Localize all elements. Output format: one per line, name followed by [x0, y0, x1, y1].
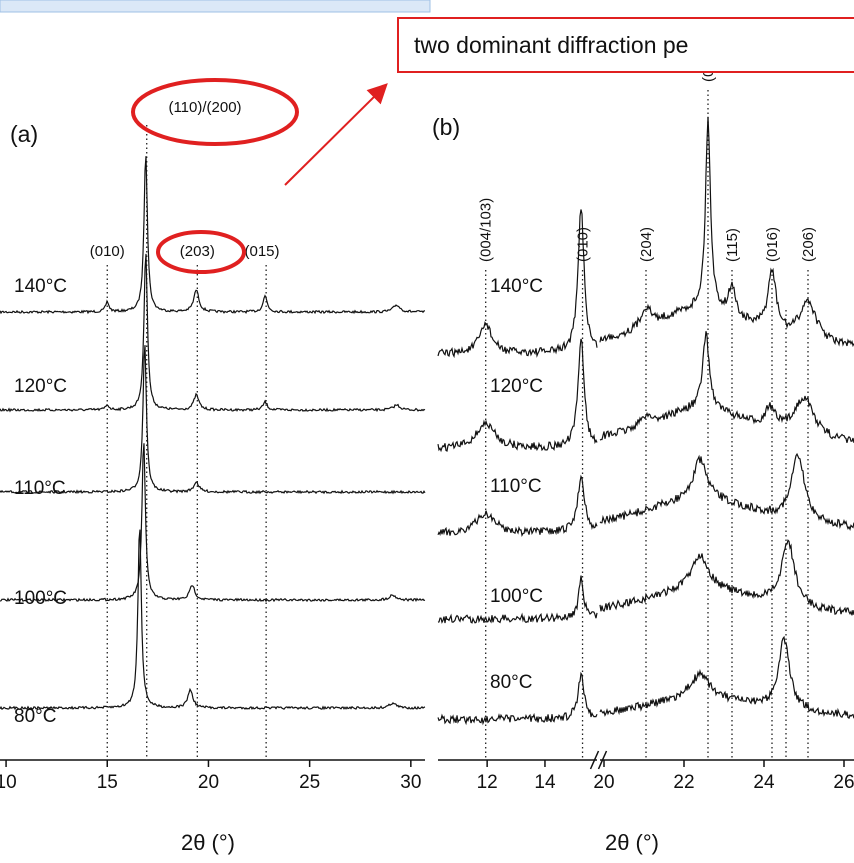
xrd-pattern: [437, 116, 854, 359]
axis-break: [597, 750, 608, 770]
reflection-label: (110)/(200): [168, 99, 241, 116]
x-tick-label: 12: [477, 772, 498, 793]
axis-title: 2θ (°): [605, 830, 659, 855]
reflection-label: (206): [800, 227, 817, 262]
xrd-pattern: [437, 331, 854, 453]
temperature-label: 80°C: [14, 706, 56, 727]
reflection-label: (004/103): [478, 198, 495, 262]
x-tick-label: 25: [299, 772, 320, 793]
reflection-label: (115): [724, 228, 741, 262]
xrd-pattern: [0, 156, 426, 315]
axis-break: [589, 750, 600, 770]
annotation-text: two dominant diffraction pe: [414, 32, 688, 58]
temperature-label: 120°C: [490, 376, 543, 397]
temperature-label: 140°C: [490, 276, 543, 297]
temperature-label: 100°C: [14, 588, 67, 609]
temperature-label: 120°C: [14, 376, 67, 397]
xrd-pattern: [437, 635, 854, 726]
x-tick-label: 10: [0, 772, 17, 793]
top-strip: [0, 0, 431, 13]
x-tick-label: 14: [534, 772, 556, 793]
highlight-ellipse: [131, 78, 299, 146]
xrd-pattern: [0, 345, 426, 495]
temperature-label: 110°C: [490, 476, 542, 497]
panel-label: (a): [10, 121, 38, 147]
reflection-label: (203): [180, 243, 215, 260]
plots: 10 15 20 25 30 (010) (110)/(200) (203) (015) 140°…: [0, 47, 854, 793]
temperature-label: 100°C: [490, 586, 543, 607]
x-tick-label: 20: [198, 772, 219, 793]
x-tick-label: 24: [753, 772, 775, 793]
xrd-pattern: [0, 443, 426, 603]
xrd-pattern: [437, 452, 854, 537]
x-tick-label: 20: [593, 772, 614, 793]
temperature-label: 140°C: [14, 276, 67, 297]
temperature-label: 80°C: [490, 672, 532, 693]
temperature-label: 110°C: [14, 478, 66, 499]
annotation-arrow: [284, 83, 388, 186]
highlight-ellipse: [156, 230, 246, 274]
x-tick-label: 15: [97, 772, 118, 793]
xrd-pattern: [0, 253, 426, 413]
x-tick-label: 22: [673, 772, 694, 793]
reflection-label: (016): [764, 227, 781, 262]
reflection-label: (015): [244, 243, 279, 260]
panel-label: (b): [432, 114, 460, 140]
xrd-pattern: [437, 539, 854, 624]
reflection-label: (010): [90, 243, 125, 260]
reflection-label: (204): [638, 227, 655, 262]
x-tick-label: 30: [400, 772, 421, 793]
xrd-pattern: [0, 529, 426, 711]
x-tick-label: 26: [833, 772, 854, 793]
axis-title: 2θ (°): [181, 830, 235, 855]
annotation-box: [397, 17, 854, 73]
